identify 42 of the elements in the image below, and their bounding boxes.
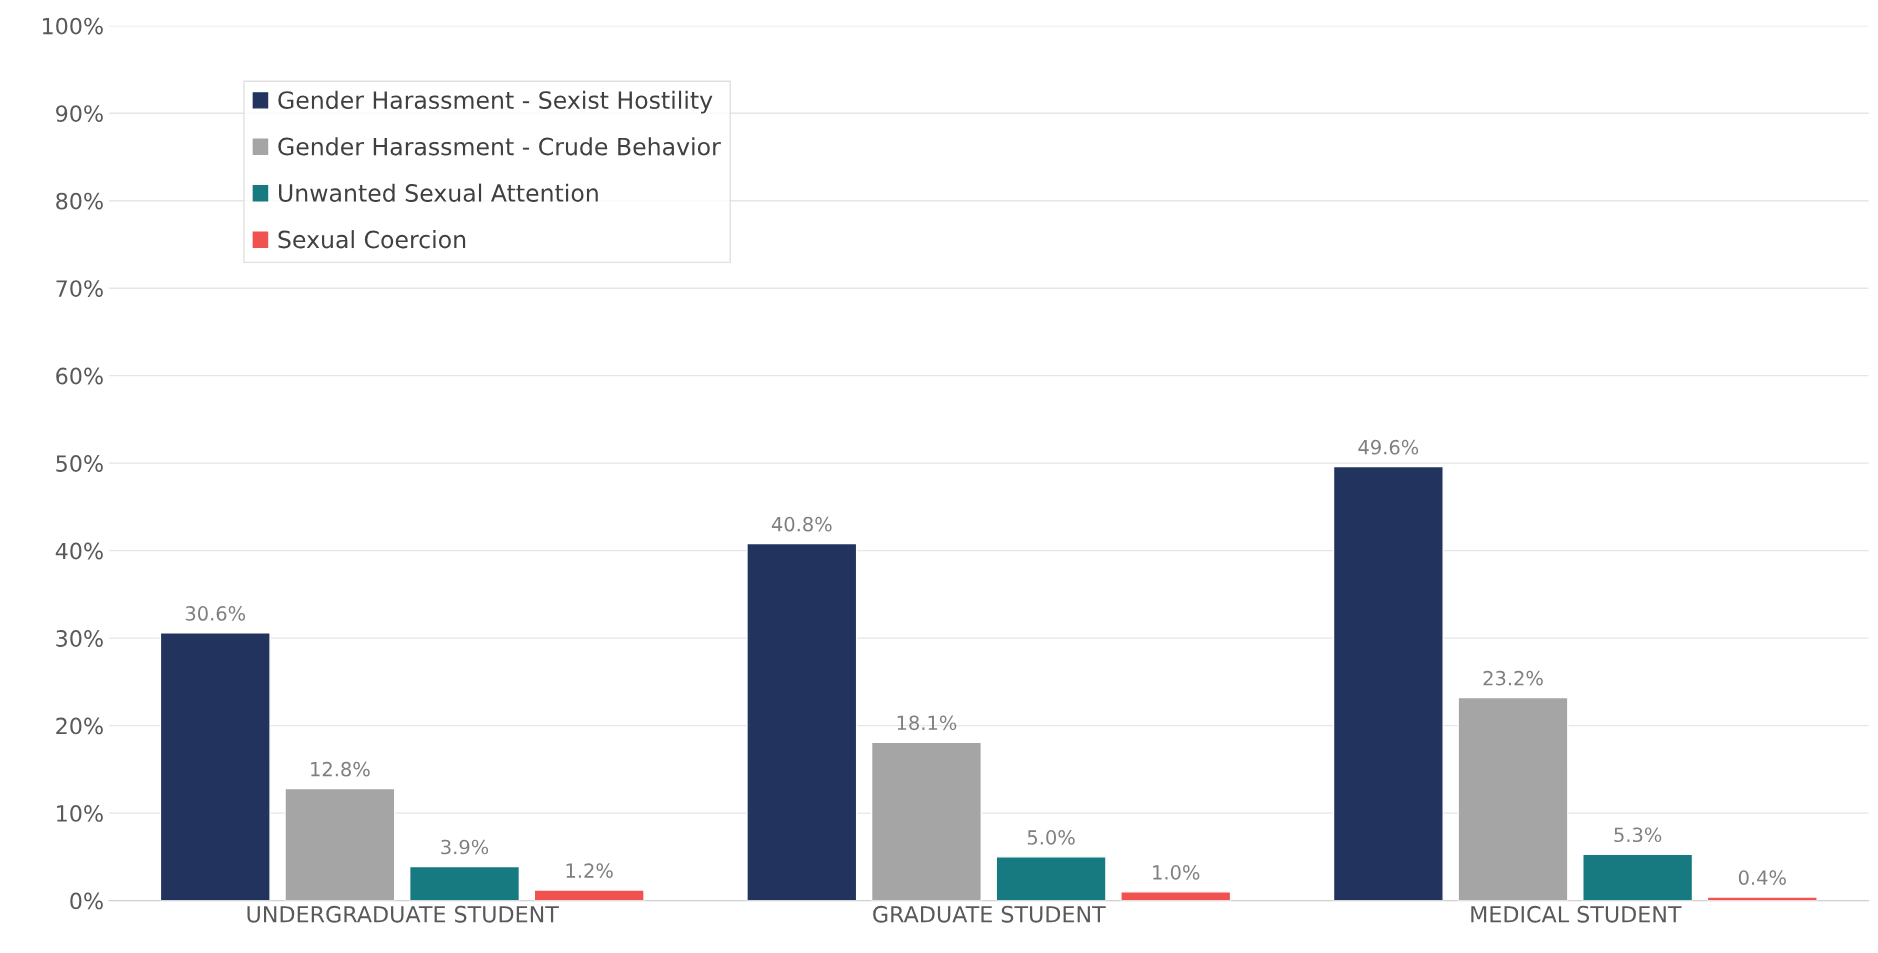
bar <box>1706 896 1818 901</box>
y-tick-label: 90% <box>56 105 103 122</box>
data-label: 18.1% <box>897 715 957 731</box>
bar <box>159 632 271 901</box>
x-tick-label: MEDICAL STUDENT <box>1471 905 1682 923</box>
data-label: 30.6% <box>185 606 246 621</box>
y-tick-label: 10% <box>57 805 103 822</box>
data-label: 49.6% <box>1358 439 1419 455</box>
bar <box>870 741 982 901</box>
bar <box>1582 853 1694 901</box>
data-label: 40.8% <box>771 516 832 532</box>
bar <box>1332 465 1444 901</box>
bar <box>284 787 396 901</box>
x-tick-label: UNDERGRADUATE STUDENT <box>247 905 559 923</box>
bar <box>533 889 645 901</box>
bar <box>408 865 521 901</box>
data-label: 23.2% <box>1483 670 1543 686</box>
legend-label: Gender Harassment - Crude Behavior <box>278 137 721 156</box>
bar <box>1457 696 1569 901</box>
y-tick-label: 70% <box>56 280 103 297</box>
legend-label: Unwanted Sexual Attention <box>279 183 598 202</box>
y-tick-label: 60% <box>56 367 103 385</box>
data-label: 1.0% <box>1153 865 1200 880</box>
data-label: 5.3% <box>1614 827 1662 843</box>
bar <box>1120 891 1232 901</box>
y-tick-label: 100% <box>42 17 103 35</box>
legend-label: Sexual Coercion <box>278 230 466 249</box>
data-label: 5.0% <box>1027 830 1075 845</box>
x-tick-label: GRADUATE STUDENT <box>873 905 1106 923</box>
data-label: 12.8% <box>311 761 370 777</box>
y-tick-label: 0% <box>70 892 103 910</box>
y-tick-label: 30% <box>56 630 103 647</box>
legend-label: Gender Harassment - Sexist Hostility <box>278 90 713 114</box>
y-tick-label: 50% <box>56 455 103 472</box>
y-tick-label: 80% <box>56 192 103 210</box>
y-tick-label: 20% <box>56 717 103 735</box>
bar <box>995 856 1107 901</box>
bar <box>746 542 858 901</box>
data-label: 1.2% <box>566 863 613 878</box>
data-label: 3.9% <box>441 839 489 855</box>
data-label: 0.4% <box>1738 870 1786 885</box>
y-tick-label: 40% <box>55 542 103 560</box>
